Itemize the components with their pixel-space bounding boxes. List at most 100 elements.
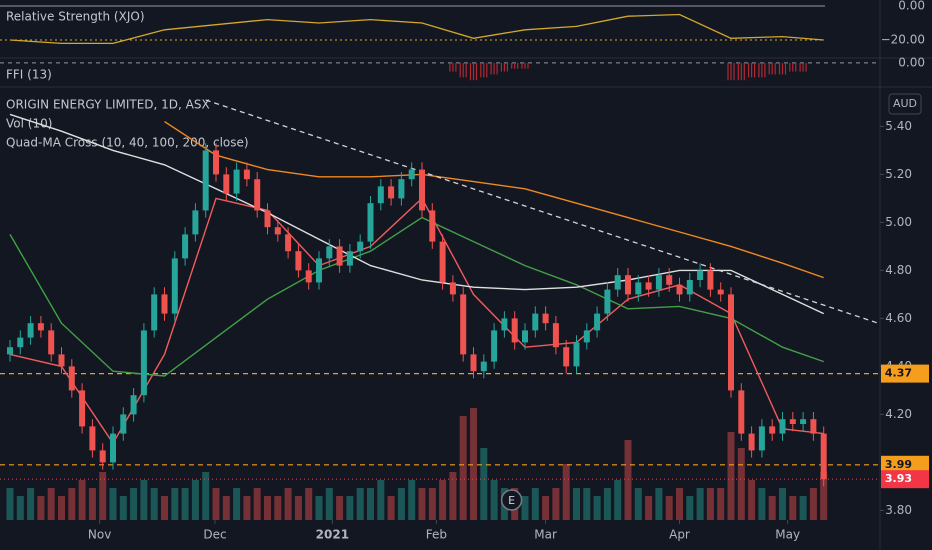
candle-body [151,294,158,331]
volume-bar [449,472,457,520]
volume-bar [552,488,560,520]
volume-bar [799,496,807,520]
rs-title: Relative Strength (XJO) [6,10,145,24]
candle-body [305,270,312,283]
volume-bar [37,496,45,520]
x-tick-label: 2021 [316,528,349,542]
volume-bar [397,488,405,520]
volume-bar [696,488,704,520]
candle-body [316,258,322,283]
candle-body [58,354,65,367]
volume-bar [614,480,622,520]
volume-bar [573,488,580,520]
y-tick-label: 5.40 [885,119,912,133]
chart-title: ORIGIN ENERGY LIMITED, 1D, ASX [6,98,210,112]
moving-average [9,113,824,315]
volume-bar [789,496,797,520]
candle-body [367,203,374,242]
volume-bar [99,472,107,520]
candle-body [274,227,281,235]
candle-body [37,323,44,331]
candle-body [285,234,292,252]
volume-bar [809,488,817,520]
candle-body [728,294,734,391]
candle-body [48,330,55,355]
volume-bar [356,488,364,520]
candle-body [326,246,333,259]
rs-line [9,13,824,45]
volume-bar [531,488,539,520]
volume-bar [665,496,673,520]
volume-bar [779,488,786,520]
volume-bar [78,480,86,520]
candle-body [758,426,765,451]
candle-body [295,251,302,271]
volume-bar [748,480,756,520]
volume-bar [480,448,488,520]
volume-bar [737,448,745,520]
volume-bar [140,480,148,520]
volume-bar [274,496,282,520]
volume-label: Vol (10) [6,117,52,131]
volume-bar [212,488,220,520]
volume-bar [119,496,127,520]
candle-body [707,270,714,290]
candle-body [68,366,75,391]
volume-bar [47,488,55,520]
candle-body [110,433,116,463]
volume-bar [6,488,14,520]
volume-bar [315,496,323,520]
volume-bar [336,496,344,520]
volume-bar [706,488,714,520]
volume-bar [16,496,24,520]
volume-bar [470,408,477,520]
candle-body [645,282,652,290]
candle-body [17,337,24,348]
volume-bar [68,488,76,520]
volume-bar [655,488,663,520]
volume-bar [583,488,591,520]
candle-body [89,426,96,451]
volume-bar [27,488,35,520]
volume-bar [58,496,65,520]
volume-bar [490,480,498,520]
volume-bar [676,488,683,520]
volume-bar [428,488,436,520]
volume-bar [150,488,158,520]
candle-body [738,390,745,434]
candle-body [532,313,539,331]
x-tick-label: May [775,528,800,542]
candle-body [99,450,106,463]
volume-bar [459,416,467,520]
candle-body [202,150,209,211]
candle-body [594,313,601,331]
price-level-label: 3.93 [885,472,912,485]
currency[interactable]: AUD [893,97,917,110]
moving-average [164,121,824,279]
volume-bar [387,496,395,520]
candle-body [233,169,240,194]
candle-body [171,258,178,314]
volume-bar [325,488,333,520]
volume-bar [542,496,550,520]
candle-body [377,186,384,204]
candle-body [419,169,425,211]
volume-bar [717,488,725,520]
y-tick-label: 4.80 [885,263,912,277]
candle-body [552,323,559,348]
candle-body [398,179,405,199]
currency-button[interactable] [888,93,922,115]
volume-bar [439,480,447,520]
price-level-box [881,455,929,474]
x-tick-label: Mar [534,528,557,542]
volume-bar [161,496,168,520]
candle-body [686,280,693,295]
volume-bar [562,464,570,520]
volume-bar [758,488,766,520]
volume-bar [109,488,117,520]
candle-body [614,275,621,290]
ffi-tick-label: 0.00 [898,55,925,69]
x-tick-label: Apr [669,528,690,542]
